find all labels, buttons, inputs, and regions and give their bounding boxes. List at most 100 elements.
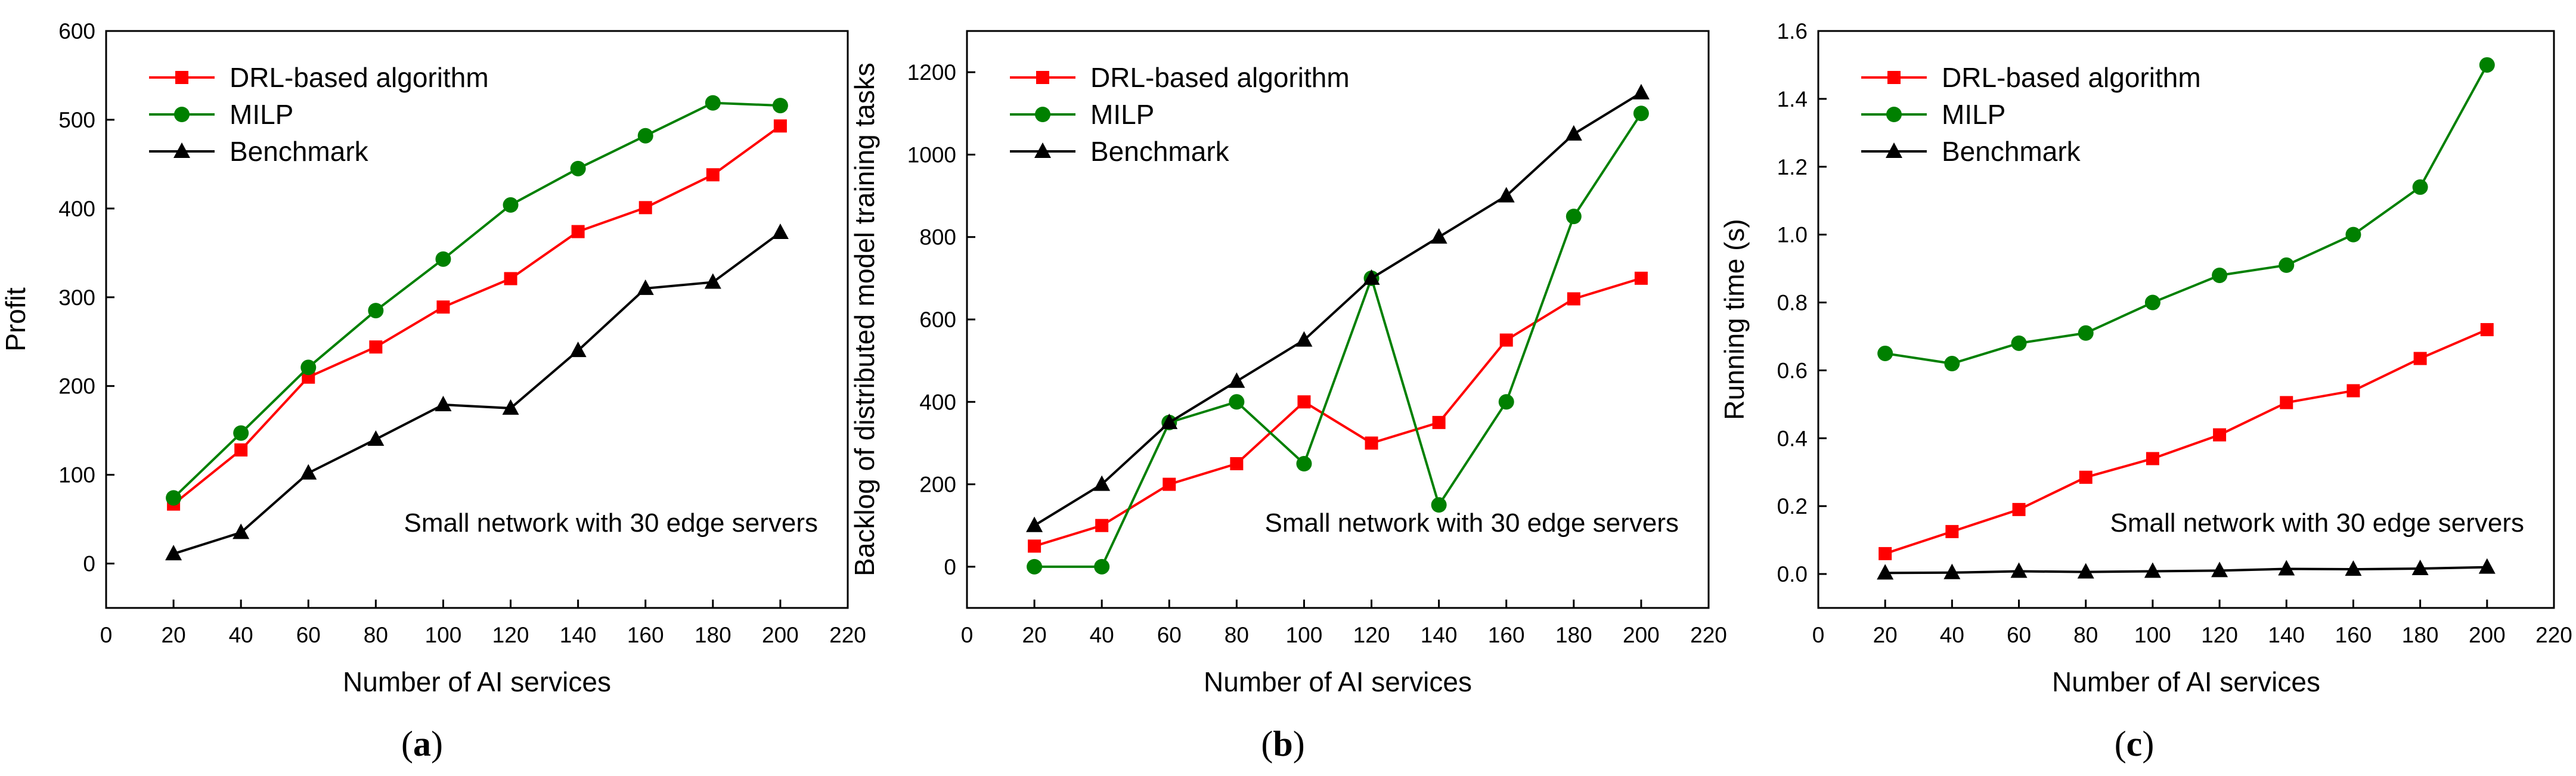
data-point [1943,563,1961,579]
data-point [638,201,652,215]
data-point [2078,325,2094,341]
x-tick-label: 100 [425,623,462,647]
x-tick-label: 0 [100,623,113,647]
x-tick-label: 80 [1225,623,1249,647]
data-point [233,425,249,441]
data-point [175,71,188,84]
plot-frame [105,30,849,609]
x-axis-label: Number of AI services [343,666,611,697]
data-point [637,279,654,295]
y-tick-label: 200 [58,374,95,399]
data-point [435,395,452,411]
data-point [1027,558,1043,575]
data-point [2280,396,2293,409]
x-tick-label: 220 [2535,623,2572,647]
plot-frame [1817,30,2555,609]
series-milp [1027,105,1649,575]
data-point [1887,71,1901,84]
y-tick-label: 1.0 [1777,223,1808,247]
legend-label: DRL-based algorithm [1090,62,1350,93]
panel-caption-letter: a [413,724,431,763]
data-point [2077,563,2094,579]
data-point [2480,323,2494,337]
data-point [233,523,250,539]
data-point [1095,519,1109,532]
data-point [165,545,182,561]
data-point [2011,335,2027,351]
data-point [2478,558,2496,574]
series-line [172,101,780,499]
y-tick-label: 500 [58,108,95,132]
x-tick-label: 40 [1940,623,1964,647]
data-point [1229,394,1245,410]
x-tick-label: 200 [1623,623,1660,647]
data-point [1632,83,1650,100]
data-point [1498,187,1515,203]
y-tick-label: 0.8 [1777,291,1808,315]
panel-caption: (a) [401,724,443,763]
data-point [1499,333,1513,347]
x-tick-label: 140 [1421,623,1458,647]
data-point [166,490,182,506]
data-point [1634,271,1648,285]
y-tick-label: 1200 [907,60,956,85]
y-tick-label: 600 [919,308,956,332]
x-tick-label: 180 [695,623,731,647]
data-point [2146,452,2159,465]
data-point [1228,372,1245,388]
x-tick-label: 100 [2134,623,2171,647]
series-benchmark [1877,558,2496,580]
x-tick-label: 0 [1812,623,1825,647]
panel-caption-letter: c [2126,724,2143,763]
series-drl-based-algorithm [167,119,787,511]
chart-panel-a: 0 20 40 60 80 100 120 140 160 180 200 220 0 100 200 300… [0,19,866,763]
data-point [1498,394,1514,410]
legend-label: DRL-based algorithm [230,62,489,93]
x-tick-label: 60 [296,623,321,647]
y-tick-label: 600 [58,19,95,44]
data-point [1633,105,1649,122]
y-tick-label: 0.2 [1777,494,1808,519]
x-tick-label: 220 [829,623,866,647]
data-point [2213,428,2227,442]
data-point [1163,477,1176,491]
data-point [1886,142,1902,158]
data-point [1877,564,1894,580]
panel-caption-letter: b [1273,724,1292,763]
data-point [1093,475,1111,491]
data-point [704,273,721,289]
data-point [2345,560,2362,576]
legend-label: Benchmark [1090,136,1230,167]
data-point [435,251,451,267]
x-tick-label: 0 [961,623,974,647]
panel-caption-close: ) [431,724,443,763]
x-tick-label: 140 [2268,623,2305,647]
series-benchmark [165,224,789,561]
data-point [1035,107,1050,122]
data-point [2212,267,2228,283]
data-point [367,430,385,446]
y-tick-label: 0 [83,552,95,576]
data-point [2279,257,2295,273]
data-point [2079,470,2093,484]
data-point [1432,415,1446,429]
data-point [2278,560,2295,576]
panel-caption-open: ( [401,724,413,763]
series-line [1034,92,1642,527]
series-line [173,231,782,555]
data-point [1878,547,1892,560]
x-tick-label: 200 [762,623,799,647]
data-point [1295,331,1313,347]
data-point [2479,57,2495,73]
x-tick-label: 80 [2073,623,2098,647]
legend-label: MILP [1942,99,2005,130]
data-point [571,225,585,238]
data-point [570,160,586,176]
data-point [2346,384,2360,398]
y-tick-label: 100 [58,463,95,488]
data-point [2010,562,2028,578]
data-point [1365,436,1378,450]
y-tick-label: 0.4 [1777,426,1808,451]
chart-panel-c: 0 20 40 60 80 100 120 140 160 180 200 220 0.0 0.2 0.4 0… [1719,19,2572,763]
